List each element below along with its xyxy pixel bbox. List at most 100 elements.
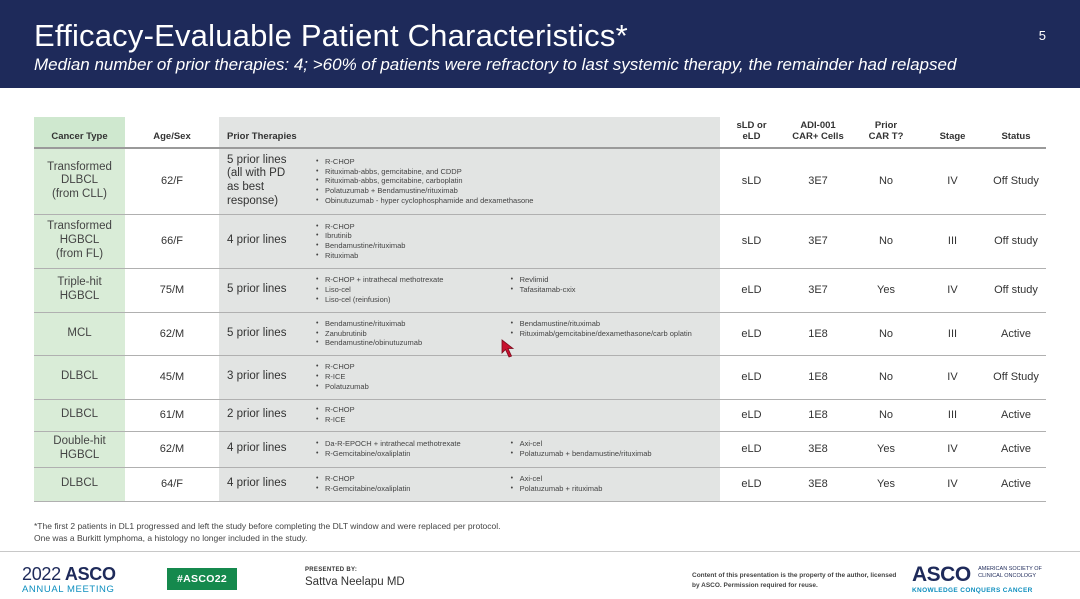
header-car-line2: CAR T? [868, 131, 904, 143]
asco-society-name: AMERICAN SOCIETY OF CLINICAL ONCOLOGY [978, 566, 1042, 581]
copyright-notice: Content of this presentation is the prop… [692, 572, 897, 589]
cancer-type: MCL [37, 327, 122, 341]
therapy-item: Bendamustine/rituximab [315, 241, 714, 251]
therapy-list-column: R-CHOPR-Gemcitabine/oxaliplatin [315, 474, 510, 494]
therapy-item: Zanubrutinib [315, 329, 510, 339]
footnote: *The first 2 patients in DL1 progressed … [34, 521, 501, 545]
cell-cancer-type: Transformed DLBCL (from CLL) [34, 148, 125, 215]
cancer-type-line: DLBCL [60, 477, 99, 490]
cell-car-cells: 3E8 [783, 431, 853, 468]
prior-lines-count: 5 prior lines (all with PD as best response… [227, 154, 315, 209]
prior-lines-count-line: 5 prior lines [227, 283, 287, 296]
therapies-lists: R-CHOPIbrutinibBendamustine/rituximabRit… [315, 222, 714, 261]
therapy-item: R-ICE [315, 372, 714, 382]
cell-car-cells: 1E8 [783, 355, 853, 400]
therapy-list: Bendamustine/rituximabZanubrutinibBendam… [315, 319, 510, 348]
therapy-item: Rituximab-abbs, gemcitabine, and CDDP [315, 167, 714, 177]
footnote-line-2: One was a Burkitt lymphoma, a histology … [34, 532, 308, 543]
table-row: DLBCL 61/M 2 prior lines R-CHOPR-ICE eLD1E8N… [34, 399, 1046, 432]
cell-ld-type: eLD [720, 431, 783, 468]
cell-cancer-type: DLBCL [34, 467, 125, 502]
therapy-list: R-CHOPR-ICEPolatuzumab [315, 362, 714, 391]
therapy-item: Ibrutinib [315, 231, 714, 241]
header-age-sex: Age/Sex [125, 117, 219, 149]
cancer-type-line: DLBCL [60, 408, 99, 421]
prior-lines-count-line: 5 prior lines [227, 153, 287, 166]
therapy-list: Bendamustine/rituximabRituximab/gemcitab… [510, 319, 714, 339]
cell-prior-therapies: 5 prior lines Bendamustine/rituximabZanub… [219, 312, 720, 356]
footer-divider [0, 551, 1080, 552]
cell-age-sex: 62/F [125, 148, 219, 215]
cell-status: Active [986, 312, 1046, 356]
therapies-lists: R-CHOPR-ICEPolatuzumab [315, 362, 714, 391]
therapies-wrapper: 4 prior lines Da-R-EPOCH + intrathecal me… [227, 439, 714, 459]
cell-cancer-type: Transformed HGBCL (from FL) [34, 214, 125, 269]
therapy-item: Bendamustine/rituximab [315, 319, 510, 329]
therapies-lists: Da-R-EPOCH + intrathecal methotrexateR-G… [315, 439, 714, 459]
therapy-list-column: Axi-celPolatuzumab + rituximab [510, 474, 714, 494]
header-cells-line2: CAR+ Cells [792, 131, 844, 143]
cancer-type-line: HGBCL [59, 290, 100, 302]
cell-stage: IV [919, 268, 986, 313]
cell-ld-type: eLD [720, 268, 783, 313]
cell-prior-therapies: 2 prior lines R-CHOPR-ICE [219, 399, 720, 432]
cell-age-sex: 75/M [125, 268, 219, 313]
cell-status: Active [986, 431, 1046, 468]
prior-lines-count: 4 prior lines [227, 477, 315, 491]
cell-car-cells: 3E7 [783, 214, 853, 269]
cell-prior-therapies: 5 prior lines (all with PD as best response… [219, 148, 720, 215]
cell-prior-car: Yes [853, 268, 919, 313]
hashtag-badge: #ASCO22 [167, 568, 237, 590]
presenter-block: PRESENTED BY: Sattva Neelapu MD [305, 567, 405, 588]
cell-prior-therapies: 3 prior lines R-CHOPR-ICEPolatuzumab [219, 355, 720, 400]
prior-lines-count: 2 prior lines [227, 408, 315, 422]
therapy-item: R-Gemcitabine/oxaliplatin [315, 449, 510, 459]
therapies-lists: Bendamustine/rituximabZanubrutinibBendam… [315, 319, 714, 348]
cell-cancer-type: Double-hit HGBCL [34, 431, 125, 468]
therapy-list: R-CHOPRituximab-abbs, gemcitabine, and C… [315, 157, 714, 206]
cell-status: Active [986, 467, 1046, 502]
cancer-type: Transformed HGBCL (from FL) [37, 220, 122, 261]
therapies-lists: R-CHOP + intrathecal methotrexateLiso-ce… [315, 275, 714, 304]
therapy-item: Polatuzumab + rituximab [510, 484, 714, 494]
prior-lines-count-line: (all with PD [227, 167, 286, 180]
presented-by-label: PRESENTED BY: [305, 567, 358, 573]
cell-ld-type: eLD [720, 355, 783, 400]
therapies-lists: R-CHOPRituximab-abbs, gemcitabine, and C… [315, 157, 714, 206]
cell-age-sex: 45/M [125, 355, 219, 400]
asco-society-line1: AMERICAN SOCIETY OF [978, 566, 1042, 572]
prior-lines-count-line: 4 prior lines [227, 477, 287, 490]
cell-prior-therapies: 4 prior lines R-CHOPIbrutinibBendamustine… [219, 214, 720, 269]
cell-prior-therapies: 4 prior lines R-CHOPR-Gemcitabine/oxalipl… [219, 467, 720, 502]
prior-lines-count-line: 2 prior lines [227, 408, 287, 421]
cell-ld-type: eLD [720, 312, 783, 356]
cell-age-sex: 62/M [125, 431, 219, 468]
cancer-type: DLBCL [37, 408, 122, 422]
therapy-list-column: Da-R-EPOCH + intrathecal methotrexateR-G… [315, 439, 510, 459]
therapy-list: Axi-celPolatuzumab + bendamustine/rituxi… [510, 439, 714, 459]
therapy-list: Axi-celPolatuzumab + rituximab [510, 474, 714, 494]
cell-ld-type: eLD [720, 399, 783, 432]
cell-stage: IV [919, 355, 986, 400]
therapy-item: Axi-cel [510, 439, 714, 449]
header-cancer-type: Cancer Type [34, 117, 125, 149]
cell-car-cells: 3E7 [783, 148, 853, 215]
table-row: MCL 62/M 5 prior lines Bendamustine/rituxim… [34, 312, 1046, 356]
cell-cancer-type: Triple-hit HGBCL [34, 268, 125, 313]
slide-subtitle: Median number of prior therapies: 4; >60… [34, 55, 957, 74]
cancer-type-line: (from CLL) [52, 188, 107, 201]
therapy-list-column: R-CHOPRituximab-abbs, gemcitabine, and C… [315, 157, 714, 206]
cell-car-cells: 3E7 [783, 268, 853, 313]
cancer-type-line: DLBCL [60, 174, 99, 187]
asco-society-line2: CLINICAL ONCOLOGY [978, 573, 1037, 580]
therapy-list-column: Bendamustine/rituximabZanubrutinibBendam… [315, 319, 510, 348]
cell-prior-car: No [853, 214, 919, 269]
therapy-item: Bendamustine/rituximab [510, 319, 714, 329]
cell-stage: III [919, 312, 986, 356]
therapy-list-column: R-CHOP + intrathecal methotrexateLiso-ce… [315, 275, 510, 304]
therapy-item: Liso-cel [315, 285, 510, 295]
cancer-type-line: HGBCL [59, 234, 100, 247]
footnote-line-1: *The first 2 patients in DL1 progressed … [34, 521, 501, 531]
therapy-item: R-ICE [315, 415, 714, 425]
